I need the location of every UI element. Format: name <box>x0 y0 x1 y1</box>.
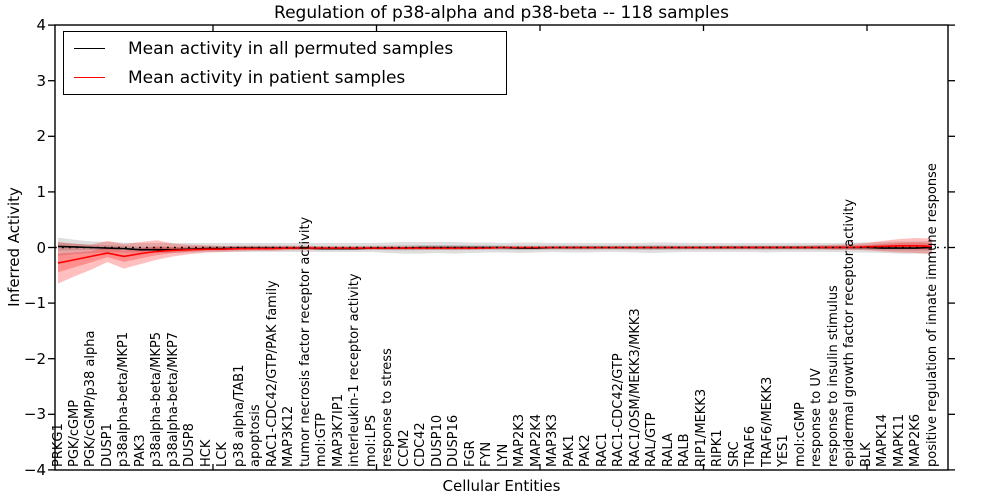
y-tick-label: −1 <box>23 294 46 313</box>
mean-line <box>57 245 933 264</box>
x-tick-label: PAK3 <box>132 434 148 467</box>
x-tick-label: positive regulation of innate immune res… <box>924 163 940 467</box>
x-axis-title: Cellular Entities <box>442 477 561 495</box>
x-tick-label: mol:LPS <box>363 415 379 467</box>
x-tick-label: RALB <box>677 433 693 467</box>
x-tick-label: response to insulin stimulus <box>825 285 841 467</box>
y-tick-label: 4 <box>36 16 46 35</box>
y-tick-label: 2 <box>36 127 46 146</box>
x-tick-label: interleukin-1 receptor activity <box>347 273 363 467</box>
x-tick-label: MAP3K12 <box>281 405 297 467</box>
y-tick-label: −3 <box>23 405 46 424</box>
x-tick-label: MAPK14 <box>875 413 891 467</box>
red-line-swatch-icon <box>74 77 105 78</box>
x-tick-label: p38 alpha/TAB1 <box>231 364 247 467</box>
x-tick-label: YES1 <box>776 434 792 467</box>
x-tick-label: DUSP8 <box>182 423 198 467</box>
x-tick-label: RALA <box>660 433 676 467</box>
legend-row-permuted: Mean activity in all permuted samples <box>64 35 506 63</box>
x-tick-label: PRKG1 <box>50 423 66 467</box>
x-tick-label: MAP2K6 <box>908 413 923 467</box>
x-tick-label: p38alpha-beta/MKP1 <box>116 331 132 467</box>
legend-label-patient: Mean activity in patient samples <box>128 67 406 88</box>
x-tick-label: TRAF6 <box>743 425 759 467</box>
x-tick-label: response to stress <box>380 348 396 467</box>
x-tick-label: MAP2K3 <box>512 413 528 467</box>
x-tick-label: mol:cGMP <box>792 402 808 467</box>
x-tick-label: epidermal growth factor receptor activit… <box>842 198 858 467</box>
x-tick-label: TRAF6/MEKK3 <box>759 376 775 467</box>
x-tick-label: MAP2K4 <box>528 413 544 467</box>
x-tick-label: MAP3K3 <box>545 413 561 467</box>
x-tick-label: mol:GTP <box>314 413 330 467</box>
confidence-band <box>58 238 932 284</box>
legend-row-patient: Mean activity in patient samples <box>64 64 506 92</box>
chart-title: Regulation of p38-alpha and p38-beta -- … <box>274 3 729 23</box>
x-tick-label: FYN <box>479 441 495 467</box>
x-tick-label: apoptosis <box>248 404 264 467</box>
x-tick-label: RAC1/OSM/MEKK3/MKK3 <box>627 308 643 467</box>
x-tick-label: MAP3K7IP1 <box>330 394 346 467</box>
x-tick-label: PGK/cGMP <box>66 399 82 467</box>
y-tick-label: −4 <box>23 460 46 479</box>
x-tick-label: RAC1-CDC42/GTP <box>611 353 627 467</box>
x-tick-label: DUSP1 <box>99 423 115 467</box>
x-tick-label: PAK2 <box>578 434 594 467</box>
x-tick-label: RIPK1 <box>710 429 726 467</box>
x-tick-label: tumor necrosis factor receptor activity <box>297 216 313 467</box>
x-tick-label: HCK <box>198 439 214 467</box>
x-tick-label: CDC42 <box>413 422 429 467</box>
x-tick-label: RAC1 <box>594 432 610 467</box>
y-tick-label: 0 <box>36 238 46 257</box>
x-tick-label: PGK/cGMP/p38 alpha <box>83 330 99 467</box>
x-tick-label: CCM2 <box>396 429 412 467</box>
x-tick-label: LYN <box>495 443 511 467</box>
x-tick-label: SRC <box>726 441 742 467</box>
y-tick-label: 1 <box>36 182 46 201</box>
x-tick-label: RAC1-CDC42/GTP/PAK family <box>264 280 280 467</box>
x-tick-label: PAK1 <box>561 434 577 467</box>
x-tick-label: LCK <box>215 442 231 467</box>
confidence-band <box>58 237 932 256</box>
x-tick-label: RIP1/MEKK3 <box>693 388 709 467</box>
x-tick-label: DUSP16 <box>446 414 462 467</box>
x-tick-label: p38alpha-beta/MKP7 <box>165 331 181 467</box>
legend: Mean activity in all permuted samples Me… <box>63 31 507 95</box>
black-line-swatch-icon <box>74 48 105 49</box>
y-tick-label: 3 <box>36 71 46 90</box>
x-tick-label: p38alpha-beta/MKP5 <box>149 331 165 467</box>
x-tick-label: DUSP10 <box>429 414 445 467</box>
x-tick-label: MAPK11 <box>891 413 907 467</box>
x-tick-label: FGR <box>462 440 478 467</box>
legend-label-permuted: Mean activity in all permuted samples <box>128 38 454 59</box>
x-tick-label: BLK <box>858 442 874 467</box>
x-tick-label: response to UV <box>809 368 825 467</box>
x-tick-label: RAL/GTP <box>644 412 660 467</box>
y-tick-label: −2 <box>23 349 46 368</box>
